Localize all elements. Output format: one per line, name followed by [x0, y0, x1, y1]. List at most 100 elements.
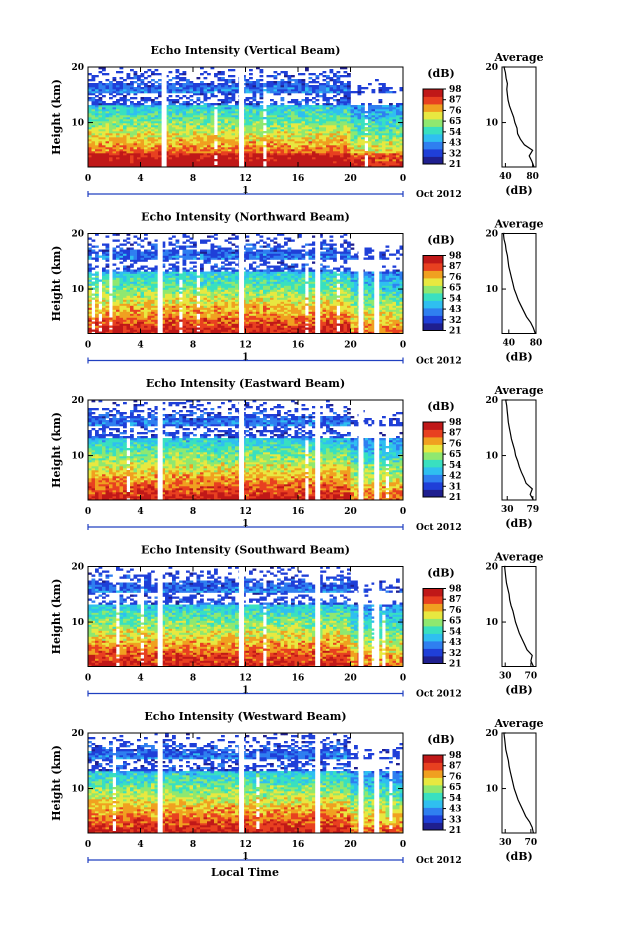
heatmap-cell	[189, 325, 194, 328]
heatmap-cell	[168, 277, 173, 280]
heatmap-cell	[224, 107, 229, 110]
heatmap-cell	[301, 113, 306, 116]
heatmap-cell	[385, 119, 390, 122]
heatmap-cell	[102, 155, 106, 158]
heatmap-cell	[371, 139, 376, 142]
heatmap-cell	[151, 89, 155, 92]
heatmap-cell	[371, 147, 376, 150]
heatmap-cell	[126, 293, 131, 296]
heatmap-cell	[224, 129, 229, 132]
heatmap-cell	[133, 283, 138, 286]
heatmap-cell	[193, 297, 197, 300]
heatmap-cell	[368, 159, 372, 162]
heatmap-cell	[207, 161, 211, 164]
heatmap-cell	[186, 87, 190, 90]
heatmap-cell	[137, 297, 141, 300]
heatmap-cell	[270, 149, 274, 152]
heatmap-cell	[151, 113, 155, 116]
heatmap-cell	[133, 295, 138, 298]
heatmap-cell	[172, 141, 176, 144]
heatmap-cell	[154, 155, 159, 158]
heatmap-cell	[228, 143, 232, 146]
heatmap-cell	[182, 131, 187, 134]
heatmap-cell	[399, 163, 404, 166]
heatmap-cell	[354, 141, 358, 144]
heatmap-cell	[95, 131, 99, 134]
heatmap-cell	[294, 123, 299, 126]
heatmap-cell	[347, 107, 351, 110]
heatmap-cell	[119, 161, 124, 164]
heatmap-cell	[91, 133, 96, 136]
heatmap-cell	[375, 117, 379, 120]
heatmap-cell	[294, 79, 299, 82]
heatmap-cell	[357, 149, 362, 152]
heatmap-cell	[371, 129, 376, 132]
heatmap-cell	[343, 67, 348, 70]
heatmap-cell	[95, 257, 99, 260]
heatmap-cell	[109, 139, 113, 142]
heatmap-cell	[144, 97, 148, 100]
heatmap-cell	[301, 127, 306, 130]
heatmap-cell	[217, 121, 222, 124]
heatmap-cell	[200, 293, 204, 296]
heatmap-cell	[119, 251, 124, 254]
heatmap-cell	[333, 123, 337, 126]
heatmap-cell	[361, 159, 365, 162]
heatmap-cell	[245, 111, 250, 114]
heatmap-cell	[217, 117, 222, 120]
heatmap-cell	[266, 151, 271, 154]
heatmap-cell	[245, 129, 250, 132]
heatmap-cell	[291, 139, 295, 142]
heatmap-cell	[102, 85, 106, 88]
heatmap-cell	[207, 249, 211, 252]
heatmap-cell	[340, 83, 344, 86]
heatmap-cell	[368, 143, 372, 146]
heatmap-cell	[301, 123, 306, 126]
heatmap-cell	[109, 91, 113, 94]
heatmap-cell	[210, 255, 215, 258]
heatmap-cell	[144, 273, 148, 276]
heatmap-cell	[133, 261, 138, 264]
heatmap-cell	[95, 307, 99, 310]
heatmap-cell	[357, 157, 362, 160]
heatmap-cell	[326, 101, 330, 104]
heatmap-cell	[105, 105, 110, 108]
heatmap-cell	[130, 137, 134, 140]
heatmap-cell	[182, 141, 187, 144]
heatmap-cell	[259, 129, 264, 132]
heatmap-cell	[105, 83, 110, 86]
heatmap-cell	[154, 109, 159, 112]
heatmap-cell	[200, 155, 204, 158]
heatmap-cell	[95, 155, 99, 158]
heatmap-cell	[301, 81, 306, 84]
heatmap-cell	[200, 117, 204, 120]
heatmap-cell	[312, 145, 316, 148]
heatmap-cell	[119, 109, 124, 112]
heatmap-cell	[378, 159, 383, 162]
heatmap-cell	[161, 297, 166, 300]
heatmap-cell	[130, 299, 134, 302]
heatmap-cell	[312, 89, 316, 92]
heatmap-cell	[357, 87, 362, 90]
heatmap-cell	[291, 143, 295, 146]
heatmap-cell	[137, 243, 141, 246]
heatmap-cell	[144, 289, 148, 292]
heatmap-cell	[196, 327, 201, 330]
heatmap-cell	[305, 91, 309, 94]
heatmap-cell	[308, 85, 313, 88]
heatmap-cell	[259, 109, 264, 112]
heatmap-cell	[126, 111, 131, 114]
heatmap-cell	[182, 251, 187, 254]
heatmap-cell	[322, 121, 327, 124]
heatmap-cell	[287, 141, 292, 144]
heatmap-cell	[130, 249, 134, 252]
heatmap-cell	[189, 307, 194, 310]
heatmap-cell	[119, 331, 124, 334]
heatmap-cell	[119, 159, 124, 162]
heatmap-cell	[200, 127, 204, 130]
heatmap-cell	[322, 141, 327, 144]
heatmap-cell	[322, 115, 327, 118]
heatmap-cell	[336, 125, 341, 128]
heatmap-cell	[158, 125, 162, 128]
heatmap-cell	[319, 91, 323, 94]
